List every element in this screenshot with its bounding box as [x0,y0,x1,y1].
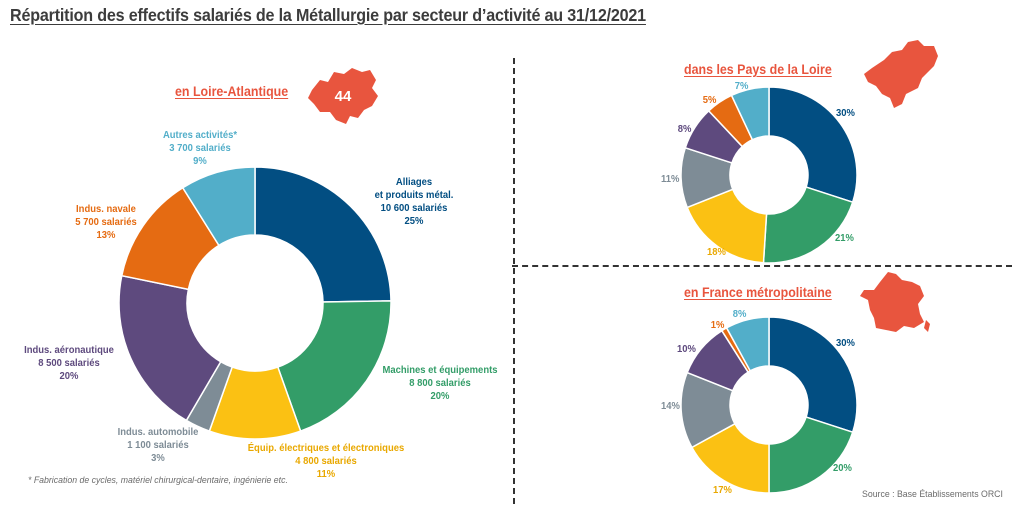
pdl-pct-machines: 21% [835,232,854,244]
vertical-divider [513,58,515,504]
label-electriques: Équip. électriques et électroniques 4 800… [247,442,405,480]
label-machines: Machines et équipements 8 800 salariés 20% [382,364,498,402]
donut-chart-france [680,316,858,494]
france-map-icon [860,272,930,332]
pdl-slice-autres [730,86,770,141]
department-badge: 44 [335,88,352,105]
pdl-pct-alliages: 30% [836,107,855,119]
la-slice-aeronautique [118,274,222,422]
fr-pct-navale: 1% [710,319,725,331]
fr-pct-automobile: 14% [661,400,680,412]
donut-chart-pays-de-la-loire [680,86,858,264]
chart-title-france: en France métropolitaine [684,285,832,300]
pdl-pct-electriques: 18% [707,246,726,258]
fr-slice-alliages [768,316,858,434]
page-title: Répartition des effectifs salariés de la… [10,5,646,25]
label-alliages: Alliages et produits métal. 10 600 salarié… [374,176,454,227]
pays-de-la-loire-map-icon [864,40,938,108]
loire-atlantique-map-icon: 44 [308,68,378,124]
fr-pct-machines: 20% [833,462,852,474]
fr-slice-autres [725,316,770,372]
pdl-pct-autres: 7% [734,80,749,92]
chart-title-loire-atlantique: en Loire-Atlantique [175,84,289,99]
label-autres: Autres activités* 3 700 salariés 9% [162,129,238,167]
pdl-slice-machines [762,186,854,264]
horizontal-divider [512,265,1012,267]
footnote: * Fabrication de cycles, matériel chirur… [28,475,288,486]
la-slice-machines [276,300,392,433]
fr-pct-aeronautique: 10% [677,343,696,355]
source-note: Source : Base Établissements ORCI [862,489,1003,500]
chart-title-pays-de-la-loire: dans les Pays de la Loire [684,62,832,77]
pdl-slice-alliages [768,86,858,204]
la-slice-alliages [254,166,392,303]
label-automobile: Indus. automobile 1 100 salariés 3% [117,426,199,464]
pdl-pct-aeronautique: 8% [677,123,692,135]
pdl-pct-navale: 5% [702,94,717,106]
fr-pct-electriques: 17% [713,484,732,496]
label-aeronautique: Indus. aéronautique 8 500 salariés 20% [24,344,114,382]
fr-pct-alliages: 30% [836,337,855,349]
label-navale: Indus. navale 5 700 salariés 13% [75,203,137,241]
fr-slice-machines [768,416,854,494]
fr-pct-autres: 8% [732,308,747,320]
pdl-pct-automobile: 11% [661,173,680,185]
donut-chart-loire-atlantique [118,166,392,440]
la-slice-autres [181,166,256,247]
